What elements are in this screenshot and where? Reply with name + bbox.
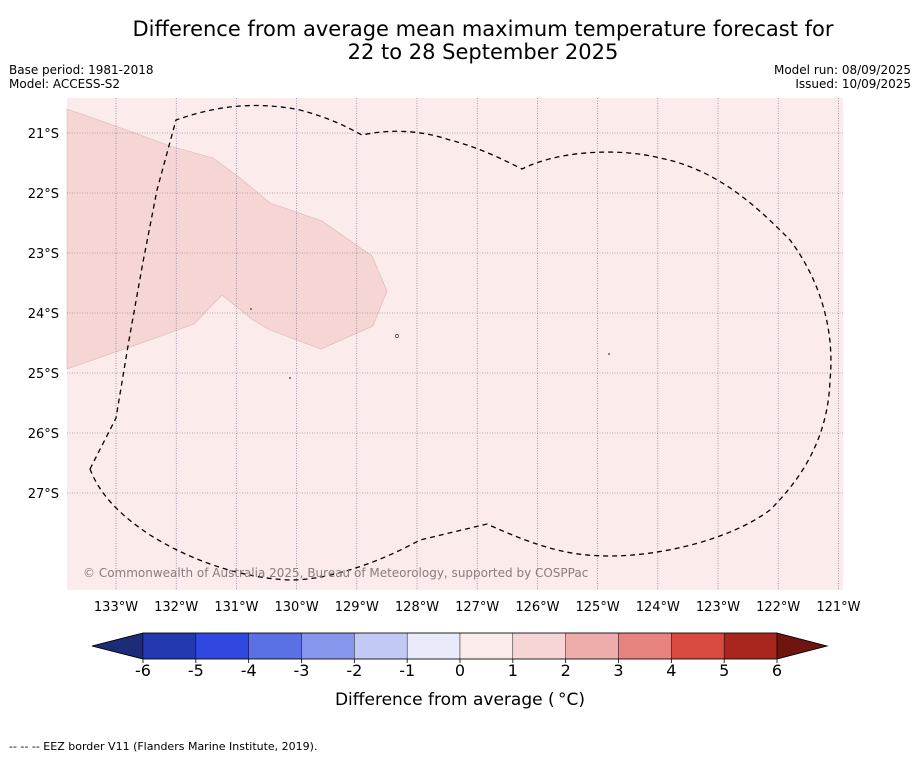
longitude-label: 126°W — [515, 600, 559, 615]
longitude-label: 131°W — [214, 600, 258, 615]
colorbar-segment — [512, 632, 566, 660]
colorbar-tick-label: 1 — [508, 661, 518, 680]
colorbar-extend-high — [776, 632, 829, 660]
longitude-label: 132°W — [154, 600, 198, 615]
colorbar — [91, 632, 829, 663]
meta-left: Base period: 1981-2018 Model: ACCESS-S2 — [9, 63, 154, 91]
model-run-label: Model run: 08/09/2025 — [773, 63, 911, 77]
latitude-label: 24°S — [28, 307, 59, 322]
model-label: Model: ACCESS-S2 — [9, 77, 121, 91]
colorbar-tick-label: 4 — [666, 661, 676, 680]
copyright-notice: © Commonwealth of Australia 2025, Bureau… — [83, 566, 588, 580]
colorbar-tick-label: 2 — [561, 661, 571, 680]
longitude-labels: 133°W 132°W 131°W 130°W 129°W 128°W 127°W 126°W… — [94, 600, 861, 615]
longitude-label: 130°W — [275, 600, 319, 615]
colorbar-title: Difference from average ( °C) — [335, 690, 585, 710]
colorbar-segment — [406, 632, 461, 660]
latitude-label: 27°S — [28, 487, 59, 502]
longitude-label: 129°W — [335, 600, 379, 615]
colorbar-tick-label: -6 — [135, 661, 151, 680]
longitude-label: 123°W — [696, 600, 740, 615]
colorbar-segment — [459, 632, 514, 660]
eez-legend-footer: -- -- -- EEZ border V11 (Flanders Marine… — [9, 740, 318, 753]
latitude-label: 26°S — [28, 427, 59, 442]
colorbar-tick-label: 3 — [613, 661, 623, 680]
colorbar-extend-low — [91, 632, 144, 660]
colorbar-segment — [565, 632, 619, 660]
latitude-label: 21°S — [28, 127, 59, 142]
title-line-1: Difference from average mean maximum tem… — [132, 17, 834, 41]
longitude-label: 121°W — [816, 600, 860, 615]
colorbar-tick-label: -2 — [346, 661, 362, 680]
small-features — [250, 308, 610, 379]
latitude-label: 22°S — [28, 187, 59, 202]
colorbar-segment — [301, 632, 355, 660]
colorbar-segment — [195, 632, 249, 660]
colorbar-tick-label: -3 — [294, 661, 310, 680]
colorbar-tick-label: -4 — [241, 661, 257, 680]
longitude-label: 127°W — [455, 600, 499, 615]
colorbar-segment — [354, 632, 408, 660]
issued-label: Issued: 10/09/2025 — [795, 77, 911, 91]
anomaly-1-to-2-region — [66, 108, 388, 370]
base-period-label: Base period: 1981-2018 — [9, 63, 154, 77]
colorbar-tick-label: 5 — [719, 661, 729, 680]
longitude-label: 124°W — [636, 600, 680, 615]
colorbar-tick-labels: -6 -5 -4 -3 -2 -1 0 1 2 3 4 5 6 — [135, 661, 782, 680]
latitude-label: 25°S — [28, 367, 59, 382]
title-line-2: 22 to 28 September 2025 — [347, 40, 619, 64]
colorbar-segment — [618, 632, 672, 660]
colorbar-tick-label: 6 — [772, 661, 782, 680]
colorbar-tick-label: -1 — [399, 661, 415, 680]
longitude-label: 122°W — [756, 600, 800, 615]
colorbar-tick-label: -5 — [188, 661, 204, 680]
colorbar-tick-label: 0 — [455, 661, 465, 680]
colorbar-segment — [142, 632, 197, 660]
map-panel: © Commonwealth of Australia 2025, Bureau… — [66, 98, 843, 590]
colorbar-segment — [671, 632, 725, 660]
colorbar-segment — [723, 632, 778, 660]
longitude-label: 125°W — [576, 600, 620, 615]
longitude-label: 128°W — [395, 600, 439, 615]
latitude-labels: 21°S 22°S 23°S 24°S 25°S 26°S 27°S — [28, 127, 59, 502]
longitude-label: 133°W — [94, 600, 138, 615]
meta-right: Model run: 08/09/2025 Issued: 10/09/2025 — [774, 63, 911, 91]
latitude-label: 23°S — [28, 247, 59, 262]
colorbar-segment — [248, 632, 302, 660]
chart-title: Difference from average mean maximum tem… — [0, 18, 919, 64]
